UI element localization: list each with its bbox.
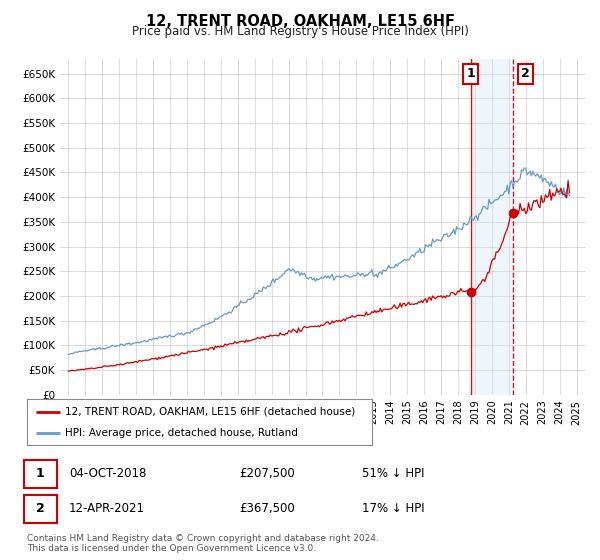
- Text: Price paid vs. HM Land Registry's House Price Index (HPI): Price paid vs. HM Land Registry's House …: [131, 25, 469, 38]
- Bar: [470, 59, 514, 395]
- Text: £207,500: £207,500: [239, 468, 295, 480]
- Text: HPI: Average price, detached house, Rutland: HPI: Average price, detached house, Rutl…: [65, 428, 298, 438]
- Text: 12, TRENT ROAD, OAKHAM, LE15 6HF: 12, TRENT ROAD, OAKHAM, LE15 6HF: [146, 14, 455, 29]
- Text: Contains HM Land Registry data © Crown copyright and database right 2024.
This d: Contains HM Land Registry data © Crown c…: [27, 534, 379, 553]
- Text: 1: 1: [466, 67, 475, 81]
- Text: 17% ↓ HPI: 17% ↓ HPI: [362, 502, 424, 515]
- Text: 2: 2: [36, 502, 45, 515]
- Text: 2: 2: [521, 67, 530, 81]
- Text: 04-OCT-2018: 04-OCT-2018: [69, 468, 146, 480]
- Text: 1: 1: [36, 468, 45, 480]
- FancyBboxPatch shape: [24, 495, 56, 522]
- Text: 51% ↓ HPI: 51% ↓ HPI: [362, 468, 424, 480]
- FancyBboxPatch shape: [24, 460, 56, 488]
- Text: £367,500: £367,500: [239, 502, 295, 515]
- Text: 12-APR-2021: 12-APR-2021: [69, 502, 145, 515]
- Text: 12, TRENT ROAD, OAKHAM, LE15 6HF (detached house): 12, TRENT ROAD, OAKHAM, LE15 6HF (detach…: [65, 407, 355, 417]
